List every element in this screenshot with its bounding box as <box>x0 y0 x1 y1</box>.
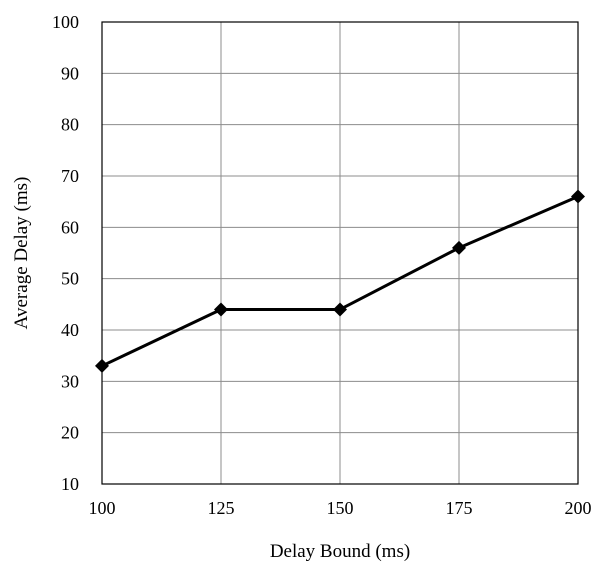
data-point <box>452 240 466 255</box>
y-tick-label: 30 <box>61 371 79 391</box>
y-axis-label: Average Delay (ms) <box>11 177 32 330</box>
series-layer <box>95 189 585 373</box>
y-tick-label: 40 <box>61 320 79 340</box>
data-point <box>214 302 228 317</box>
y-tick-label: 100 <box>52 12 79 32</box>
y-axis-ticks: 10 20 30 40 50 60 70 80 90 100 <box>52 12 79 494</box>
y-tick-label: 70 <box>61 166 79 186</box>
grid <box>101 21 579 485</box>
data-point <box>95 358 109 373</box>
x-tick-label: 100 <box>89 498 116 518</box>
y-tick-label: 10 <box>61 474 79 494</box>
y-tick-label: 50 <box>61 269 79 289</box>
x-axis-label: Delay Bound (ms) <box>270 541 410 562</box>
x-tick-label: 150 <box>327 498 354 518</box>
x-tick-label: 200 <box>565 498 592 518</box>
y-tick-label: 20 <box>61 423 79 443</box>
data-point <box>333 302 347 317</box>
y-tick-label: 90 <box>61 63 79 83</box>
plot-frame <box>101 21 579 485</box>
y-tick-label: 60 <box>61 217 79 237</box>
x-tick-label: 175 <box>446 498 473 518</box>
x-tick-label: 125 <box>208 498 235 518</box>
data-point <box>571 189 585 204</box>
x-axis-ticks: 100 125 150 175 200 <box>89 498 592 518</box>
y-tick-label: 80 <box>61 115 79 135</box>
